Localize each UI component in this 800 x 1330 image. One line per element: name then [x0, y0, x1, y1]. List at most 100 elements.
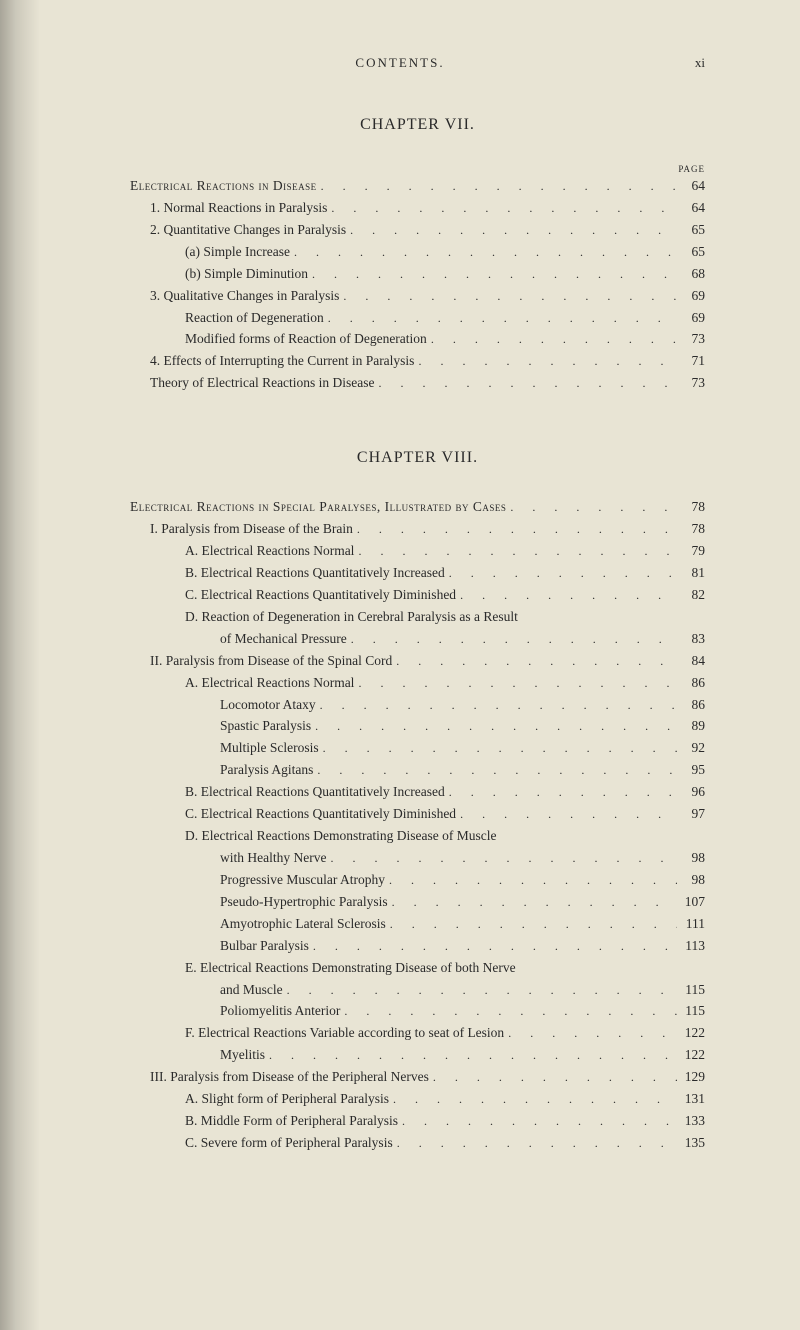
toc-entry-text: (b) Simple Diminution: [185, 264, 308, 285]
toc-entry-text: A. Slight form of Peripheral Paralysis: [185, 1089, 389, 1110]
toc-entry-text: 2. Quantitative Changes in Paralysis: [150, 220, 346, 241]
leader-dots: . . . . . . . . . . . . . . . . . . . . …: [290, 243, 677, 262]
toc-page-number: 122: [677, 1023, 705, 1044]
page-column-label: PAGE: [130, 164, 705, 174]
toc-line: I. Paralysis from Disease of the Brain. …: [130, 519, 705, 540]
leader-dots: . . . . . . . . . . . . . . . . . . . . …: [347, 630, 677, 649]
toc-line: Modified forms of Reaction of Degenerati…: [130, 329, 705, 350]
leader-dots: . . . . . . . . . . . . . . . . . . . . …: [445, 783, 677, 802]
leader-dots: . . . . . . . . . . . . . . . . . . . . …: [346, 221, 677, 240]
toc-page-number: 96: [677, 782, 705, 803]
leader-dots: . . . . . . . . . . . . . . . . . . . . …: [353, 520, 677, 539]
toc-page-number: 65: [677, 242, 705, 263]
toc-page-number: 73: [677, 329, 705, 350]
toc-entry-text: Amyotrophic Lateral Sclerosis: [220, 914, 386, 935]
toc-line: III. Paralysis from Disease of the Perip…: [130, 1067, 705, 1088]
toc-line: Progressive Muscular Atrophy. . . . . . …: [130, 870, 705, 891]
toc-entry-text: B. Electrical Reactions Quantitatively I…: [185, 782, 445, 803]
toc-line: 4. Effects of Interrupting the Current i…: [130, 351, 705, 372]
toc-page-number: 122: [677, 1045, 705, 1066]
leader-dots: . . . . . . . . . . . . . . . . . . . . …: [429, 1068, 677, 1087]
toc-entry-text: with Healthy Nerve: [220, 848, 326, 869]
toc-page-number: 89: [677, 716, 705, 737]
toc-entry-text: D. Electrical Reactions Demonstrating Di…: [185, 826, 497, 847]
toc-entry-text: 4. Effects of Interrupting the Current i…: [150, 351, 414, 372]
leader-dots: . . . . . . . . . . . . . . . . . . . . …: [504, 1024, 677, 1043]
toc-entry-text: Multiple Sclerosis: [220, 738, 319, 759]
leader-dots: . . . . . . . . . . . . . . . . . . . . …: [324, 309, 677, 328]
toc-entry-text: and Muscle: [220, 980, 283, 1001]
toc-page-number: 64: [677, 198, 705, 219]
page-shadow: [0, 0, 40, 1330]
leader-dots: . . . . . . . . . . . . . . . . . . . . …: [389, 1090, 677, 1109]
toc-line: 1. Normal Reactions in Paralysis. . . . …: [130, 198, 705, 219]
toc-line: (a) Simple Increase. . . . . . . . . . .…: [130, 242, 705, 263]
toc-page-number: 82: [677, 585, 705, 606]
toc-page-number: 98: [677, 870, 705, 891]
toc-entry-text: Electrical Reactions in Special Paralyse…: [130, 497, 506, 518]
toc-entry-text: III. Paralysis from Disease of the Perip…: [150, 1067, 429, 1088]
chapter-title: CHAPTER VII.: [130, 116, 705, 134]
toc-line: Electrical Reactions in Special Paralyse…: [130, 497, 705, 518]
toc-line: 2. Quantitative Changes in Paralysis. . …: [130, 220, 705, 241]
toc-page-number: 97: [677, 804, 705, 825]
toc-line: II. Paralysis from Disease of the Spinal…: [130, 651, 705, 672]
leader-dots: . . . . . . . . . . . . . . . . . . . . …: [283, 981, 677, 1000]
leader-dots: . . . . . . . . . . . . . . . . . . . . …: [311, 717, 677, 736]
toc-page-number: 71: [677, 351, 705, 372]
leader-dots: . . . . . . . . . . . . . . . . . . . . …: [427, 330, 677, 349]
toc-page-number: 86: [677, 673, 705, 694]
toc-page-number: 79: [677, 541, 705, 562]
toc-page-number: 95: [677, 760, 705, 781]
toc-page-number: 133: [677, 1111, 705, 1132]
leader-dots: . . . . . . . . . . . . . . . . . . . . …: [265, 1046, 677, 1065]
toc-page-number: 73: [677, 373, 705, 394]
leader-dots: . . . . . . . . . . . . . . . . . . . . …: [339, 287, 677, 306]
leader-dots: . . . . . . . . . . . . . . . . . . . . …: [354, 674, 677, 693]
toc-line: of Mechanical Pressure. . . . . . . . . …: [130, 629, 705, 650]
page-header: CONTENTS. xi: [130, 55, 705, 71]
toc-entry-text: Electrical Reactions in Disease: [130, 176, 317, 197]
toc-page-number: 69: [677, 286, 705, 307]
toc-line: B. Electrical Reactions Quantitatively I…: [130, 563, 705, 584]
toc-page-number: 83: [677, 629, 705, 650]
toc-page-number: 84: [677, 651, 705, 672]
leader-dots: . . . . . . . . . . . . . . . . . . . . …: [398, 1112, 677, 1131]
toc-page-number: 92: [677, 738, 705, 759]
leader-dots: . . . . . . . . . . . . . . . . . . . . …: [327, 199, 677, 218]
toc-entry-text: C. Severe form of Peripheral Paralysis: [185, 1133, 393, 1154]
toc-entry-text: F. Electrical Reactions Variable accordi…: [185, 1023, 504, 1044]
toc-entry-text: A. Electrical Reactions Normal: [185, 541, 354, 562]
toc-line: A. Slight form of Peripheral Paralysis. …: [130, 1089, 705, 1110]
toc-page-number: 107: [677, 892, 705, 913]
leader-dots: . . . . . . . . . . . . . . . . . . . . …: [313, 761, 677, 780]
toc-line: Pseudo-Hypertrophic Paralysis. . . . . .…: [130, 892, 705, 913]
toc-line: Theory of Electrical Reactions in Diseas…: [130, 373, 705, 394]
toc-page-number: 68: [677, 264, 705, 285]
toc-entry-text: of Mechanical Pressure: [220, 629, 347, 650]
leader-dots: . . . . . . . . . . . . . . . . . . . . …: [414, 352, 677, 371]
toc-entry-text: Modified forms of Reaction of Degenerati…: [185, 329, 427, 350]
leader-dots: . . . . . . . . . . . . . . . . . . . . …: [388, 893, 677, 912]
toc-entry-text: D. Reaction of Degeneration in Cerebral …: [185, 607, 518, 628]
toc-entry-text: A. Electrical Reactions Normal: [185, 673, 354, 694]
toc-line: D. Electrical Reactions Demonstrating Di…: [130, 826, 705, 847]
toc-page-number: 131: [677, 1089, 705, 1110]
toc-entry-text: Theory of Electrical Reactions in Diseas…: [150, 373, 375, 394]
toc-line: B. Middle Form of Peripheral Paralysis. …: [130, 1111, 705, 1132]
toc-line: Bulbar Paralysis. . . . . . . . . . . . …: [130, 936, 705, 957]
toc-entry-text: 3. Qualitative Changes in Paralysis: [150, 286, 339, 307]
toc-page-number: 78: [677, 497, 705, 518]
toc-page-number: 98: [677, 848, 705, 869]
chapters-container: CHAPTER VII. PAGE Electrical Reactions in …: [130, 116, 705, 1154]
toc-line: Myelitis. . . . . . . . . . . . . . . . …: [130, 1045, 705, 1066]
toc-page-number: 135: [677, 1133, 705, 1154]
toc-line: 3. Qualitative Changes in Paralysis. . .…: [130, 286, 705, 307]
toc-page-number: 115: [677, 1001, 705, 1022]
toc-entry-text: Paralysis Agitans: [220, 760, 313, 781]
leader-dots: . . . . . . . . . . . . . . . . . . . . …: [354, 542, 677, 561]
toc-entry-text: Progressive Muscular Atrophy: [220, 870, 385, 891]
toc-line: E. Electrical Reactions Demonstrating Di…: [130, 958, 705, 979]
toc-line: A. Electrical Reactions Normal. . . . . …: [130, 673, 705, 694]
toc-entry-text: Locomotor Ataxy: [220, 695, 316, 716]
